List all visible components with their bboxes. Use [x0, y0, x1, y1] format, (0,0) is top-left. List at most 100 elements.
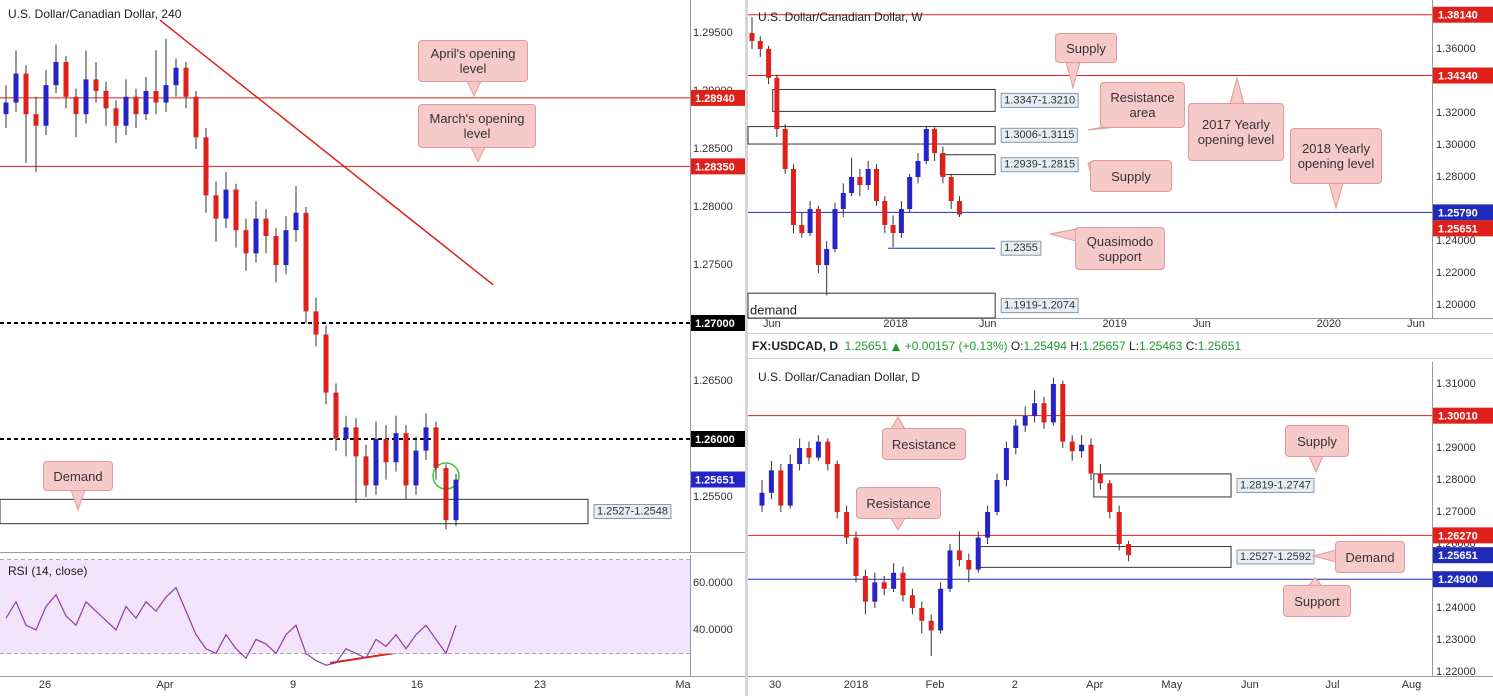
candle-body: [333, 392, 339, 440]
ohlc-value: 1.25651: [1197, 339, 1242, 353]
candle-body: [928, 620, 934, 631]
candle-body: [163, 85, 169, 103]
callout-pointer: [1229, 76, 1245, 105]
zone-box: [939, 154, 996, 176]
candle-body: [1050, 384, 1056, 423]
symbol: FX:USDCAD, D: [752, 339, 838, 353]
candle-body: [33, 114, 39, 126]
candle-body: [975, 537, 981, 570]
candle-body: [938, 588, 944, 631]
candle-body: [932, 128, 938, 153]
candle-body: [862, 576, 868, 602]
y-tick-label: 1.29500: [693, 27, 733, 39]
candle-body: [815, 441, 821, 458]
callout-pointer: [466, 80, 482, 98]
ohlc-label: L:: [1128, 339, 1139, 353]
candle-body: [433, 427, 439, 469]
callout-pointer: [70, 489, 86, 512]
candle-body: [153, 90, 159, 103]
candle-body: [882, 201, 888, 226]
x-tick-label: 30: [769, 679, 781, 691]
zone-tag-label: 1.2527-1.2592: [1240, 551, 1311, 563]
candle-body: [1060, 384, 1066, 442]
y-tick-label: 1.26500: [693, 375, 733, 387]
candle-body: [824, 249, 830, 266]
candle-body: [985, 512, 991, 538]
price-tag: [1433, 220, 1493, 237]
zone-tag: 1.2527-1.2548: [593, 504, 672, 520]
zone-tag-label: 1.2527-1.2548: [597, 505, 668, 517]
price-tag: [1433, 204, 1493, 221]
ohlc-label: H:: [1070, 339, 1083, 353]
candle-body: [63, 61, 69, 97]
x-tick-label: Ma: [675, 679, 691, 691]
x-tick-label: 2020: [1317, 318, 1341, 330]
candle-body: [373, 439, 379, 486]
x-tick-label: 2018: [844, 679, 868, 691]
price-tag-label: 1.38140: [1438, 10, 1478, 22]
change: +0.00157 (+0.13%): [904, 339, 1008, 353]
candle-body: [857, 177, 863, 186]
zone-box: [772, 88, 996, 112]
ohlc-label: C:: [1185, 339, 1198, 353]
candle-body: [53, 61, 59, 86]
y-tick-label: 60.0000: [693, 577, 733, 589]
zone-tag-label: 1.3006-1.3115: [1004, 129, 1074, 141]
candle-body: [403, 433, 409, 486]
candle-body: [907, 177, 913, 210]
rsi-band: [0, 559, 690, 654]
candle-body: [383, 439, 389, 463]
zone-tag: 1.3006-1.3115: [1000, 127, 1078, 143]
x-tick-label: 26: [39, 679, 51, 691]
candle-body: [940, 152, 946, 178]
zone-box: [1093, 473, 1232, 498]
candle-body: [223, 189, 229, 219]
callout: Demand: [1335, 541, 1405, 573]
candle-body: [363, 456, 369, 486]
candle-body: [891, 572, 897, 589]
y-tick-label: 1.22000: [1436, 267, 1476, 279]
price-tag-label: 1.25651: [1438, 223, 1478, 235]
candle-body: [834, 464, 840, 512]
candle-body: [768, 470, 774, 493]
candle-body: [103, 90, 109, 109]
candle-body: [849, 177, 855, 194]
candle-body: [1079, 444, 1085, 452]
y-tick-label: 1.28000: [1436, 171, 1476, 183]
trendline: [159, 19, 494, 286]
x-tick-label: 16: [411, 679, 423, 691]
candle-body: [1003, 448, 1009, 480]
candle-body: [193, 96, 199, 138]
up-arrow: [892, 342, 901, 351]
price-tag-label: 1.28350: [695, 161, 735, 173]
x-tick-label: Aug: [1402, 679, 1422, 691]
callout: Resistance area: [1100, 82, 1185, 128]
price-tag: [691, 158, 745, 175]
candle-body: [1107, 483, 1113, 512]
candle-body: [790, 169, 796, 226]
y-tick-label: 1.24000: [1436, 602, 1476, 614]
price-tag-label: 1.27000: [695, 318, 735, 330]
price-tag-label: 1.25790: [1438, 207, 1478, 219]
price-tag-label: 1.25651: [695, 474, 735, 486]
x-tick-label: May: [1161, 679, 1182, 691]
candle-body: [13, 73, 19, 103]
candle-body: [273, 235, 279, 265]
price-tag: [1433, 547, 1493, 564]
price-tag-label: 1.24900: [1438, 574, 1478, 586]
x-tick-label: 2019: [1102, 318, 1126, 330]
callout-pointer: [890, 517, 906, 531]
candle-body: [133, 96, 139, 115]
candle-body: [797, 448, 803, 464]
y-tick-label: 1.31000: [1436, 378, 1476, 390]
candle-body: [915, 161, 921, 178]
candle-body: [183, 67, 189, 97]
y-tick-label: 1.28000: [1436, 474, 1476, 486]
zone-tag: 1.3347-1.3210: [1000, 92, 1079, 108]
price-tag-label: 1.30010: [1438, 411, 1478, 423]
candle-body: [774, 77, 780, 129]
ohlc-value: 1.25463: [1139, 339, 1183, 353]
zone-tag-label: 1.2355: [1004, 242, 1038, 254]
candle-body: [393, 433, 399, 463]
candle-body: [994, 480, 1000, 512]
